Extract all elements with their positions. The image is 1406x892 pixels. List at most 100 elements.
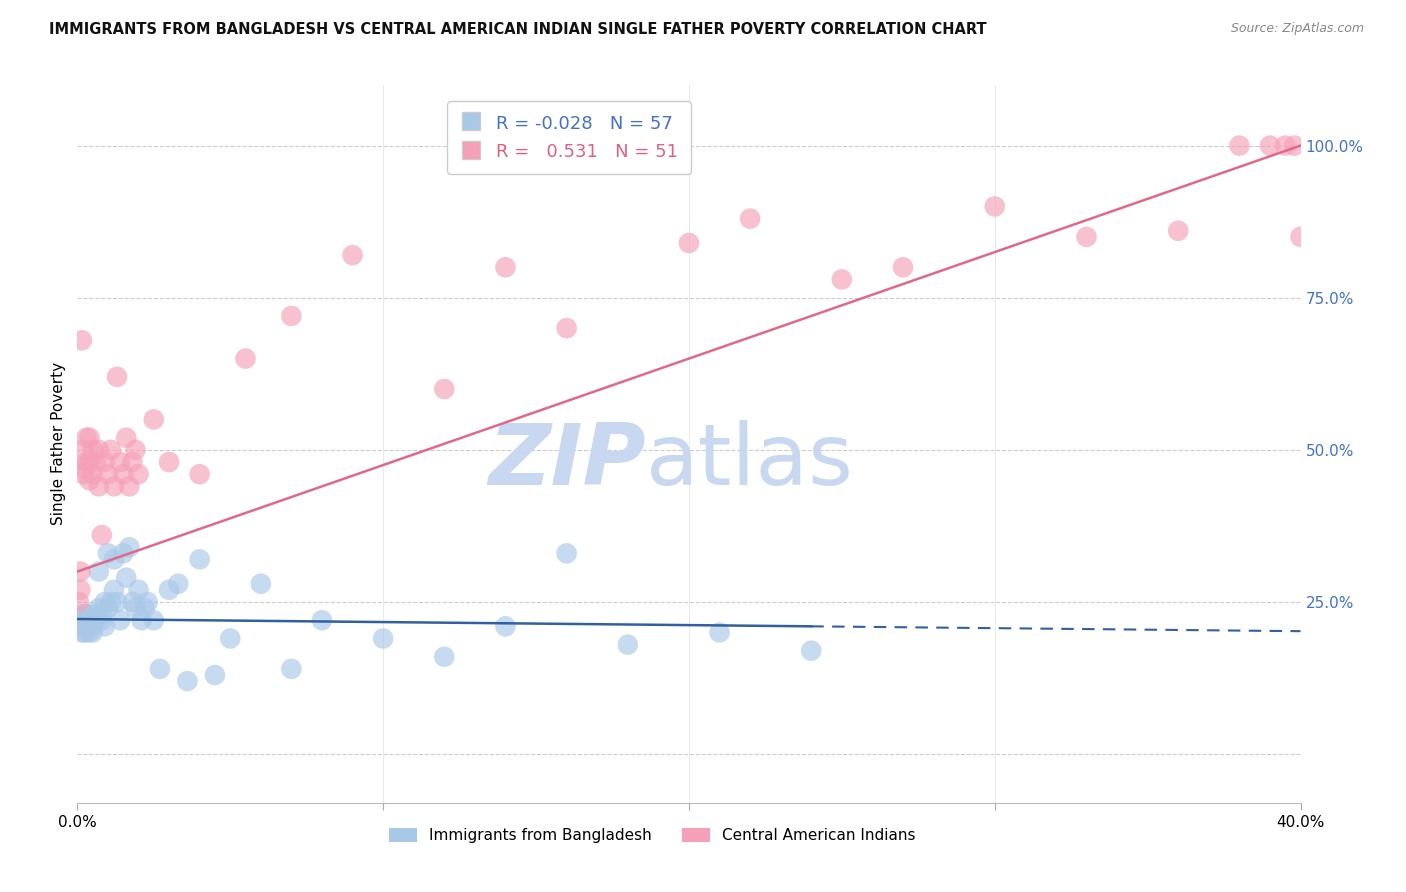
- Point: [127, 582, 149, 597]
- Point: [495, 260, 517, 275]
- Point: [176, 674, 198, 689]
- Point: [69, 582, 91, 597]
- Point: [94, 455, 117, 469]
- Text: ZIP: ZIP: [488, 420, 647, 503]
- Point: [131, 613, 153, 627]
- Point: [118, 540, 141, 554]
- Point: [280, 662, 302, 676]
- Point: [115, 431, 138, 445]
- Point: [1076, 230, 1098, 244]
- Point: [94, 595, 117, 609]
- Point: [740, 211, 762, 226]
- Point: [433, 382, 456, 396]
- Point: [1258, 138, 1281, 153]
- Point: [800, 643, 823, 657]
- Point: [280, 309, 302, 323]
- Point: [105, 595, 128, 609]
- Point: [72, 442, 94, 457]
- Point: [219, 632, 242, 646]
- Point: [495, 619, 517, 633]
- Point: [76, 619, 98, 633]
- Point: [1274, 138, 1296, 153]
- Point: [831, 272, 853, 286]
- Point: [127, 467, 149, 482]
- Point: [617, 638, 640, 652]
- Point: [79, 473, 101, 487]
- Point: [1289, 230, 1312, 244]
- Point: [371, 632, 394, 646]
- Point: [82, 613, 104, 627]
- Point: [72, 461, 94, 475]
- Point: [82, 442, 104, 457]
- Text: atlas: atlas: [647, 420, 853, 503]
- Point: [82, 467, 104, 482]
- Point: [84, 607, 107, 622]
- Point: [87, 479, 110, 493]
- Point: [87, 442, 110, 457]
- Point: [72, 467, 94, 482]
- Point: [103, 479, 125, 493]
- Point: [118, 479, 141, 493]
- Point: [97, 601, 120, 615]
- Y-axis label: Single Father Poverty: Single Father Poverty: [51, 362, 66, 525]
- Point: [70, 625, 93, 640]
- Point: [115, 571, 138, 585]
- Point: [79, 431, 101, 445]
- Point: [94, 619, 117, 633]
- Point: [79, 455, 101, 469]
- Point: [134, 601, 156, 615]
- Point: [69, 613, 91, 627]
- Point: [891, 260, 914, 275]
- Point: [555, 546, 578, 560]
- Point: [87, 565, 110, 579]
- Legend: Immigrants from Bangladesh, Central American Indians: Immigrants from Bangladesh, Central Amer…: [382, 822, 921, 849]
- Point: [678, 235, 700, 250]
- Point: [105, 369, 128, 384]
- Point: [70, 334, 93, 348]
- Point: [142, 613, 165, 627]
- Point: [82, 625, 104, 640]
- Point: [103, 552, 125, 566]
- Point: [235, 351, 257, 366]
- Point: [76, 613, 98, 627]
- Point: [69, 565, 91, 579]
- Point: [984, 199, 1007, 213]
- Point: [103, 582, 125, 597]
- Point: [76, 607, 98, 622]
- Point: [204, 668, 226, 682]
- Point: [142, 412, 165, 426]
- Point: [82, 619, 104, 633]
- Point: [72, 607, 94, 622]
- Point: [76, 455, 98, 469]
- Point: [100, 442, 122, 457]
- Point: [311, 613, 333, 627]
- Point: [188, 552, 211, 566]
- Point: [90, 528, 112, 542]
- Point: [108, 613, 131, 627]
- Point: [87, 601, 110, 615]
- Point: [112, 467, 135, 482]
- Point: [1229, 138, 1251, 153]
- Point: [112, 546, 135, 560]
- Point: [157, 455, 180, 469]
- Point: [72, 619, 94, 633]
- Point: [124, 601, 146, 615]
- Point: [79, 619, 101, 633]
- Point: [250, 576, 273, 591]
- Point: [108, 455, 131, 469]
- Point: [342, 248, 364, 262]
- Point: [67, 619, 90, 633]
- Point: [136, 595, 159, 609]
- Point: [67, 595, 90, 609]
- Point: [79, 613, 101, 627]
- Point: [97, 467, 120, 482]
- Point: [90, 613, 112, 627]
- Point: [121, 455, 143, 469]
- Text: IMMIGRANTS FROM BANGLADESH VS CENTRAL AMERICAN INDIAN SINGLE FATHER POVERTY CORR: IMMIGRANTS FROM BANGLADESH VS CENTRAL AM…: [49, 22, 987, 37]
- Point: [709, 625, 731, 640]
- Point: [1284, 138, 1306, 153]
- Point: [124, 442, 146, 457]
- Point: [84, 455, 107, 469]
- Point: [97, 546, 120, 560]
- Point: [157, 582, 180, 597]
